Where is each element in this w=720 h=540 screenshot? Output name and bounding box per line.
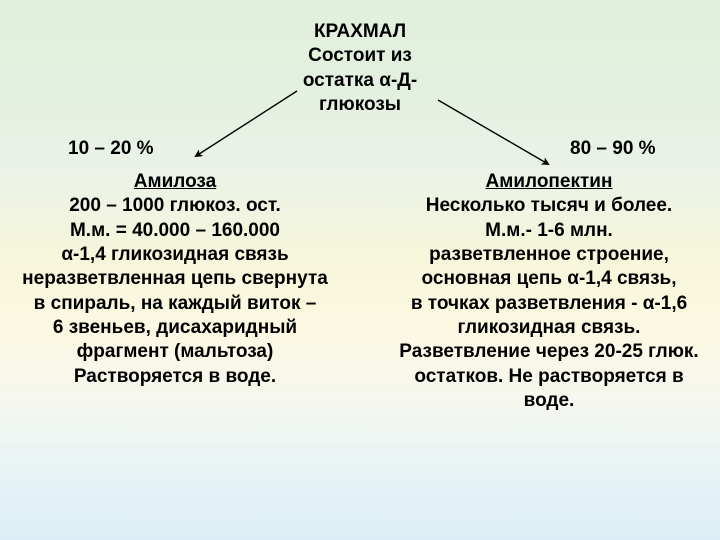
left-branch-line: неразветвленная цепь свернута bbox=[0, 267, 350, 291]
left-branch-line: Растворяется в воде. bbox=[0, 365, 350, 389]
right-branch-line: разветвленное строение, bbox=[378, 243, 720, 267]
right-branch-line: Разветвление через 20-25 глюк. bbox=[378, 340, 720, 364]
root-node: КРАХМАЛ Состоит из остатка α-Д- глюкозы bbox=[0, 20, 720, 117]
left-branch-line: в спираль, на каждый виток – bbox=[0, 292, 350, 316]
left-branch-line: 6 звеньев, дисахаридный bbox=[0, 316, 350, 340]
left-branch-line: фрагмент (мальтоза) bbox=[0, 340, 350, 364]
left-branch-line: М.м. = 40.000 – 160.000 bbox=[0, 219, 350, 243]
right-branch-line: основная цепь α-1,4 связь, bbox=[378, 267, 720, 291]
right-branch-line: гликозидная связь. bbox=[378, 316, 720, 340]
left-percent-label: 10 – 20 % bbox=[68, 138, 154, 160]
right-percent-label: 80 – 90 % bbox=[570, 138, 656, 160]
right-branch-line: воде. bbox=[378, 389, 720, 413]
left-branch-line: 200 – 1000 глюкоз. ост. bbox=[0, 194, 350, 218]
left-branch-body: 200 – 1000 глюкоз. ост.М.м. = 40.000 – 1… bbox=[0, 194, 350, 389]
right-branch-line: Несколько тысяч и более. bbox=[378, 194, 720, 218]
root-subtitle-line-3: глюкозы bbox=[0, 93, 720, 117]
root-subtitle-line-2: остатка α-Д- bbox=[0, 69, 720, 93]
root-title: КРАХМАЛ bbox=[0, 20, 720, 44]
right-branch-line: в точках разветвления - α-1,6 bbox=[378, 292, 720, 316]
right-branch-line: М.м.- 1-6 млн. bbox=[378, 219, 720, 243]
right-branch-title: Амилопектин bbox=[378, 170, 720, 194]
right-branch-body: Несколько тысяч и более.М.м.- 1-6 млн.ра… bbox=[378, 194, 720, 413]
left-branch: Амилоза 200 – 1000 глюкоз. ост.М.м. = 40… bbox=[0, 170, 350, 389]
left-branch-title: Амилоза bbox=[0, 170, 350, 194]
right-branch-line: остатков. Не растворяется в bbox=[378, 365, 720, 389]
right-branch: Амилопектин Несколько тысяч и более.М.м.… bbox=[378, 170, 720, 413]
root-subtitle-line-1: Состоит из bbox=[0, 44, 720, 68]
left-branch-line: α-1,4 гликозидная связь bbox=[0, 243, 350, 267]
